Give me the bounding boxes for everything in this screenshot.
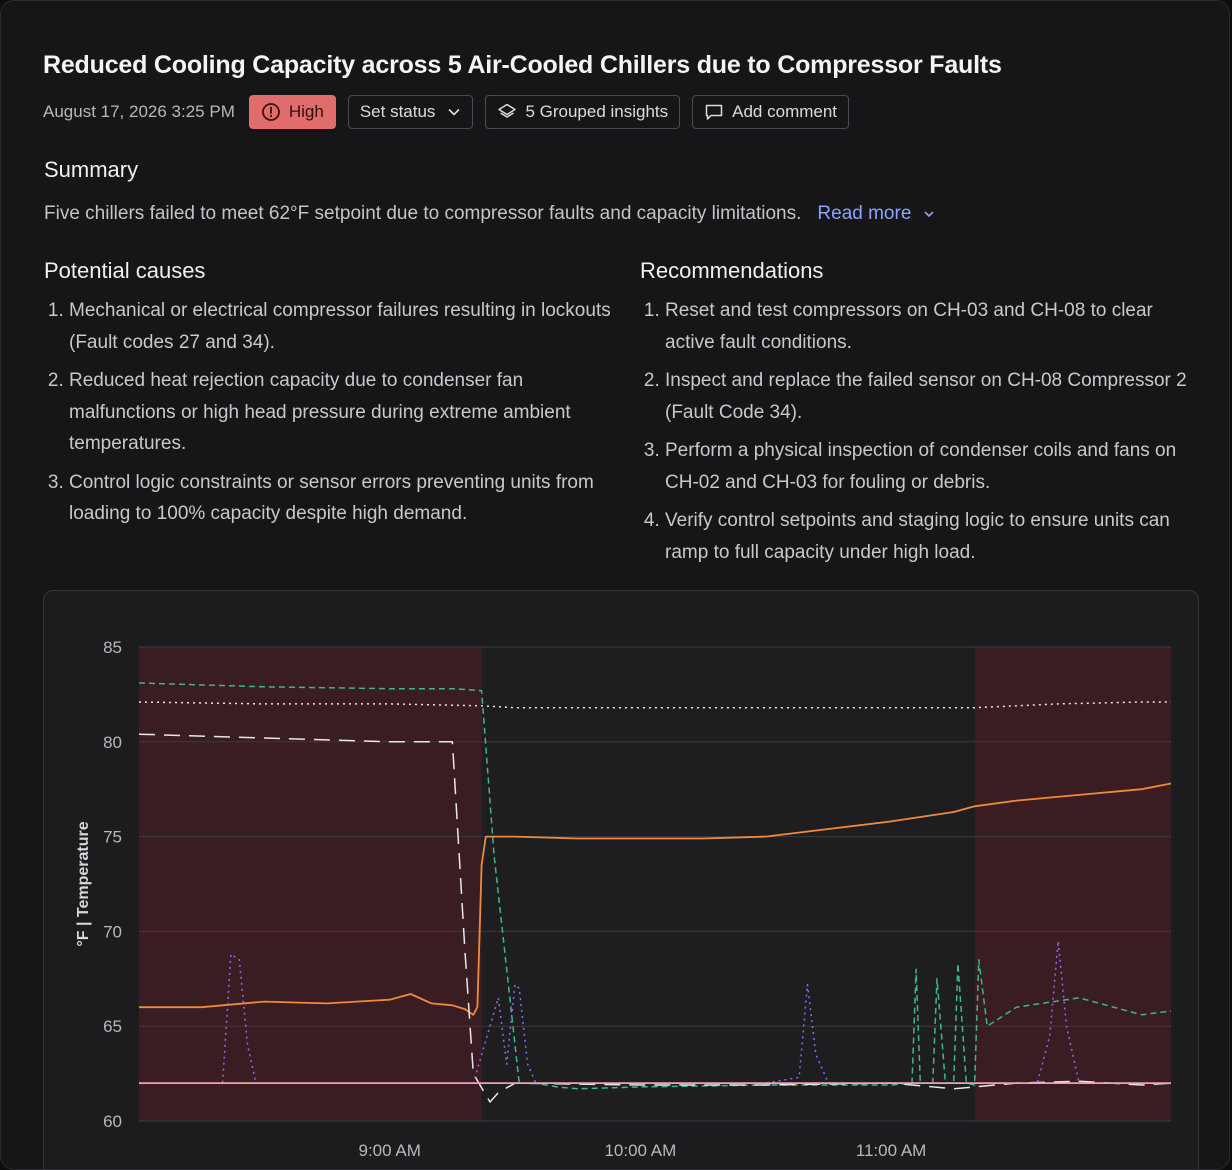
summary-text: Five chillers failed to meet 62°F setpoi… [44,203,935,225]
summary-heading: Summary [44,157,139,182]
y-tick-label: 65 [103,1017,122,1036]
list-item: Perform a physical inspection of condens… [665,435,1205,498]
y-tick-label: 75 [103,828,122,847]
severity-label: High [288,102,324,121]
fault-period-band [974,647,1171,1121]
y-axis-label: °F | Temperature [75,821,92,946]
causes-heading: Potential causes [44,258,206,283]
comment-icon [704,102,724,122]
y-tick-label: 70 [103,922,122,941]
causes-list: Mechanical or electrical compressor fail… [45,295,614,537]
x-tick-label: 10:00 AM [604,1141,676,1160]
list-item: Reset and test compressors on CH-03 and … [665,295,1205,358]
series-line-1 [138,682,1172,1090]
x-tick-label: 9:00 AM [359,1141,421,1160]
y-tick-label: 60 [103,1112,122,1131]
temperature-chart: 60 65 70 75 80 85 9:00 AM 10:00 AM 11:00 AM °F | … [75,638,1172,1160]
read-more-link[interactable]: Read more [817,203,934,224]
series-line-2 [138,701,1171,709]
chevron-down-icon [447,107,461,117]
set-status-button[interactable]: Set status [347,95,474,129]
recommendations-heading: Recommendations [640,258,824,283]
summary-body: Five chillers failed to meet 62°F setpoi… [44,203,802,224]
list-item: Reduced heat rejection capacity due to c… [69,365,614,460]
x-tick-label: 11:00 AM [856,1141,927,1160]
grouped-insights-label: 5 Grouped insights [525,102,669,121]
list-item: Control logic constraints or sensor erro… [69,467,614,530]
y-tick-label: 80 [103,733,122,752]
severity-badge[interactable]: High [248,95,336,129]
alert-circle-icon [261,102,281,122]
set-status-label: Set status [359,102,436,121]
add-comment-button[interactable]: Add comment [692,95,850,129]
insight-date: August 17, 2026 3:25 PM [43,102,235,121]
temperature-chart-card: 60 65 70 75 80 85 9:00 AM 10:00 AM 11:00 AM °F | … [43,590,1199,1169]
read-more-label: Read more [817,203,912,224]
layers-icon [497,102,517,122]
list-item: Inspect and replace the failed sensor on… [665,365,1205,428]
y-tick-label: 85 [103,638,122,657]
fault-period-band [139,647,482,1121]
series-line-0 [139,782,1172,1016]
recommendations-list: Reset and test compressors on CH-03 and … [641,295,1205,575]
meta-row: August 17, 2026 3:25 PM High Set status … [43,94,861,130]
list-item: Mechanical or electrical compressor fail… [69,295,614,358]
chevron-down-icon [917,203,935,224]
list-item: Verify control setpoints and staging log… [665,505,1205,568]
insight-title: Reduced Cooling Capacity across 5 Air-Co… [43,51,1002,79]
add-comment-label: Add comment [732,102,838,121]
grouped-insights-button[interactable]: 5 Grouped insights [485,95,681,129]
